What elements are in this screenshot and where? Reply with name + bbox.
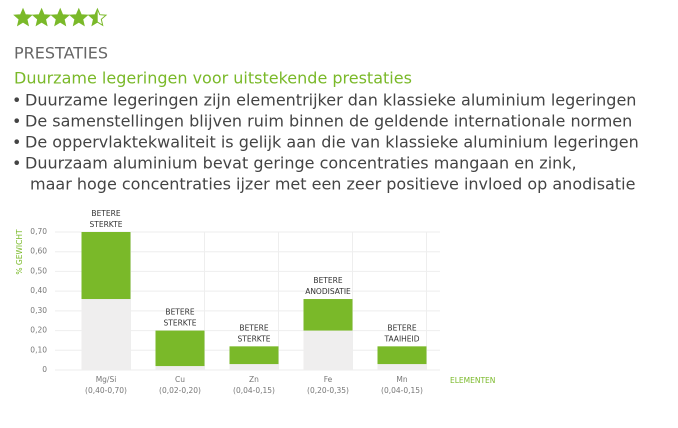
subtitle: Duurzame legeringen voor uitstekende pre… [14, 69, 412, 88]
x-tick-range: (0,02-0,20) [159, 386, 201, 395]
bar-segment [377, 346, 427, 365]
bar-annotation: STERKTE [164, 319, 197, 328]
x-tick-label: Cu [175, 375, 185, 384]
x-tick-label: Mn [396, 375, 407, 384]
bar-annotation: ANODISATIE [305, 287, 351, 296]
y-tick-label: 0,10 [30, 345, 47, 354]
bullet-text: Duurzaam aluminium bevat geringe concent… [25, 154, 577, 173]
bullet-text: maar hoge concentraties ijzer met een ze… [30, 175, 635, 194]
star [14, 9, 32, 26]
bar-segment [377, 364, 427, 370]
bar-segment [303, 330, 353, 370]
y-tick-label: 0,20 [30, 326, 47, 335]
bullet-text: De samenstellingen blijven ruim binnen d… [25, 112, 632, 131]
star [70, 9, 88, 26]
bar-segment [155, 366, 205, 370]
bullet-dot: • [12, 112, 21, 131]
bar-segment [229, 346, 279, 365]
x-tick-range: (0,04-0,15) [381, 386, 423, 395]
bar-segment [81, 299, 131, 370]
x-axis-label: ELEMENTEN [450, 376, 495, 385]
bar-segment [81, 232, 131, 300]
bar-annotation: BETERE [313, 276, 342, 285]
bar-segment [303, 299, 353, 331]
bar-annotation: BETERE [239, 323, 268, 332]
bar-annotation: STERKTE [238, 334, 271, 343]
bar-annotation: BETERE [165, 308, 194, 317]
y-axis-label: % GEWICHT [15, 229, 24, 275]
y-tick-label: 0,50 [30, 266, 47, 275]
bar-annotation: STERKTE [90, 220, 123, 229]
star [33, 9, 51, 26]
y-tick-label: 0,30 [30, 306, 47, 315]
section-title: PRESTATIES [14, 44, 108, 63]
rating [13, 7, 108, 27]
bar-annotation: TAAIHEID [383, 334, 419, 343]
bar-segment [155, 330, 205, 367]
bullet-text: De oppervlaktekwaliteit is gelijk aan di… [25, 133, 639, 152]
bar-annotation: BETERE [387, 323, 416, 332]
y-tick-label: 0 [42, 365, 47, 374]
star [51, 9, 69, 26]
y-tick-label: 0,60 [30, 247, 47, 256]
x-tick-range: (0,20-0,35) [307, 386, 349, 395]
bullet-dot: • [12, 133, 21, 152]
bar-annotation: BETERE [91, 209, 120, 218]
x-tick-label: Mg/Si [96, 375, 117, 384]
x-tick-range: (0,40-0,70) [85, 386, 127, 395]
bullet-dot: • [12, 91, 21, 110]
x-tick-label: Zn [249, 375, 259, 384]
bar-segment [229, 364, 279, 370]
bullet-text: Duurzame legeringen zijn elementrijker d… [25, 91, 636, 110]
x-tick-range: (0,04-0,15) [233, 386, 275, 395]
y-tick-label: 0,70 [30, 227, 47, 236]
bullet-dot: • [12, 154, 21, 173]
y-tick-label: 0,40 [30, 286, 47, 295]
x-tick-label: Fe [324, 375, 333, 384]
star [88, 9, 98, 26]
